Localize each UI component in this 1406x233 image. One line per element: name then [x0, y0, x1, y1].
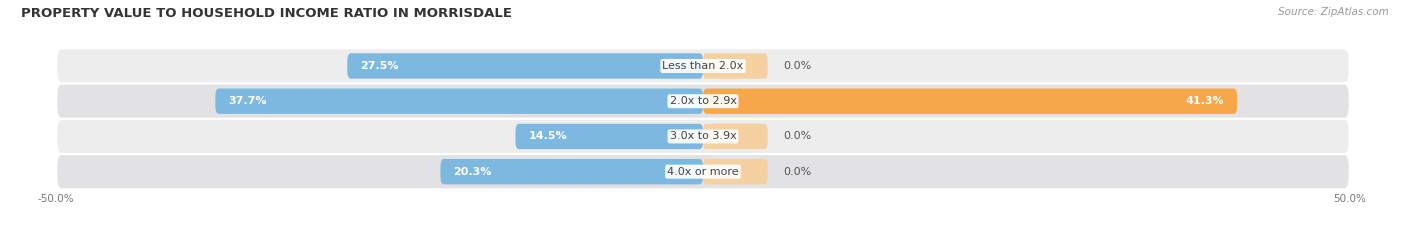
Text: 41.3%: 41.3% — [1185, 96, 1225, 106]
Text: 37.7%: 37.7% — [228, 96, 267, 106]
FancyBboxPatch shape — [56, 84, 1350, 119]
FancyBboxPatch shape — [703, 159, 768, 184]
FancyBboxPatch shape — [703, 89, 1237, 114]
Text: Less than 2.0x: Less than 2.0x — [662, 61, 744, 71]
Text: 14.5%: 14.5% — [529, 131, 567, 141]
Text: Source: ZipAtlas.com: Source: ZipAtlas.com — [1278, 7, 1389, 17]
FancyBboxPatch shape — [56, 119, 1350, 154]
Text: 2.0x to 2.9x: 2.0x to 2.9x — [669, 96, 737, 106]
FancyBboxPatch shape — [516, 124, 703, 149]
FancyBboxPatch shape — [703, 124, 768, 149]
Text: PROPERTY VALUE TO HOUSEHOLD INCOME RATIO IN MORRISDALE: PROPERTY VALUE TO HOUSEHOLD INCOME RATIO… — [21, 7, 512, 20]
FancyBboxPatch shape — [703, 53, 768, 79]
Text: 0.0%: 0.0% — [783, 61, 811, 71]
Text: 0.0%: 0.0% — [783, 131, 811, 141]
Text: 4.0x or more: 4.0x or more — [668, 167, 738, 177]
FancyBboxPatch shape — [347, 53, 703, 79]
Text: 3.0x to 3.9x: 3.0x to 3.9x — [669, 131, 737, 141]
FancyBboxPatch shape — [440, 159, 703, 184]
Text: 0.0%: 0.0% — [783, 167, 811, 177]
FancyBboxPatch shape — [56, 48, 1350, 84]
Text: 27.5%: 27.5% — [360, 61, 399, 71]
Text: 20.3%: 20.3% — [453, 167, 492, 177]
FancyBboxPatch shape — [56, 154, 1350, 189]
FancyBboxPatch shape — [215, 89, 703, 114]
